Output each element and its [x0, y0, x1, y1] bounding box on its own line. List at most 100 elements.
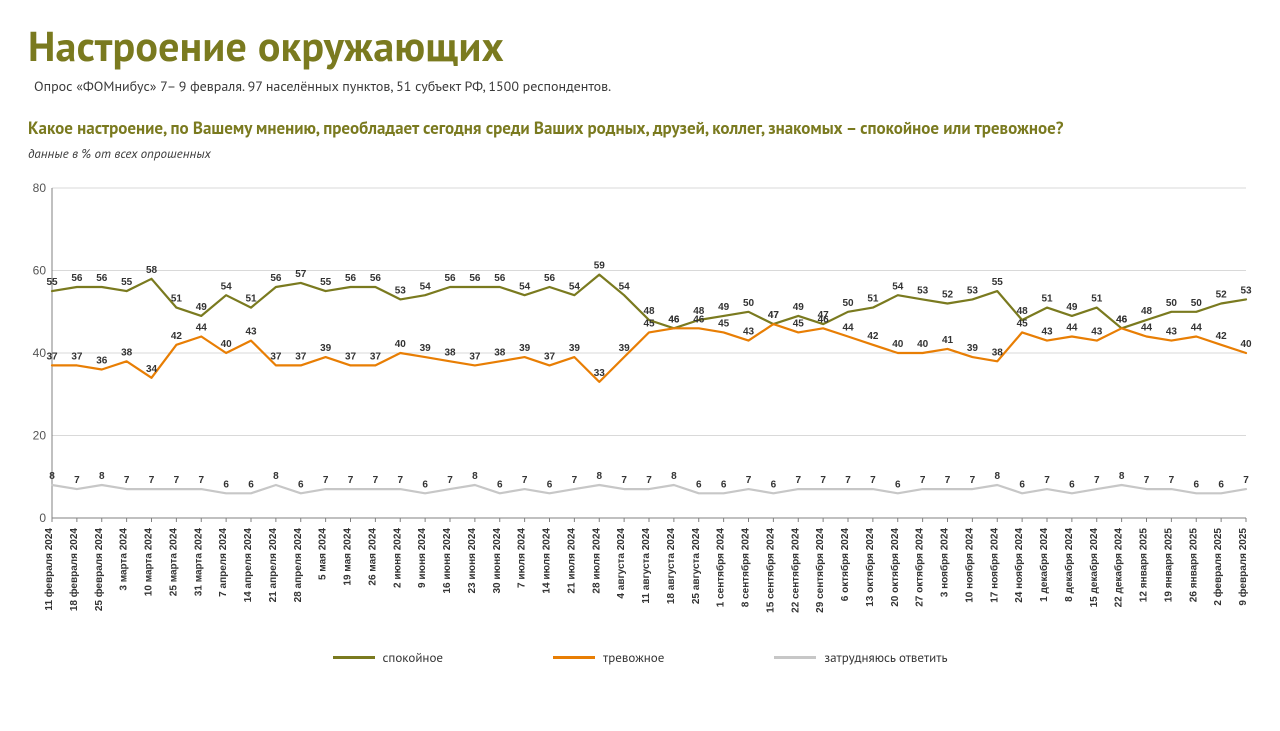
legend-item-calm: спокойное [333, 649, 444, 666]
svg-text:7: 7 [447, 475, 453, 486]
svg-text:48: 48 [643, 306, 655, 317]
svg-text:6: 6 [895, 479, 901, 490]
svg-text:7: 7 [149, 475, 155, 486]
svg-text:39: 39 [519, 343, 531, 354]
svg-text:21 апреля 2024: 21 апреля 2024 [268, 528, 279, 603]
svg-text:8: 8 [273, 471, 279, 482]
svg-text:54: 54 [569, 281, 581, 292]
svg-text:33: 33 [594, 368, 606, 379]
svg-text:53: 53 [395, 285, 407, 296]
svg-text:51: 51 [171, 294, 183, 305]
svg-text:7: 7 [124, 475, 130, 486]
svg-text:0: 0 [39, 511, 46, 525]
svg-text:57: 57 [295, 269, 307, 280]
svg-text:6 октября 2024: 6 октября 2024 [839, 528, 851, 602]
svg-text:14 июля 2024: 14 июля 2024 [542, 528, 553, 594]
svg-text:44: 44 [1066, 323, 1078, 334]
svg-text:38: 38 [121, 347, 133, 358]
svg-text:51: 51 [245, 294, 257, 305]
svg-text:28 апреля 2024: 28 апреля 2024 [293, 528, 304, 603]
svg-text:80: 80 [33, 181, 47, 195]
svg-text:46: 46 [668, 314, 680, 325]
svg-text:7: 7 [920, 475, 926, 486]
svg-text:50: 50 [1191, 298, 1203, 309]
svg-text:37: 37 [469, 351, 481, 362]
svg-text:38: 38 [444, 347, 456, 358]
data-note: данные в % от всех опрошенных [28, 145, 1252, 162]
svg-text:49: 49 [196, 302, 208, 313]
svg-text:40: 40 [1240, 339, 1252, 350]
svg-text:7: 7 [74, 475, 80, 486]
svg-text:8 сентября 2024: 8 сентября 2024 [740, 528, 752, 608]
svg-text:6: 6 [1069, 479, 1075, 490]
svg-text:7: 7 [323, 475, 329, 486]
svg-text:7 июля 2024: 7 июля 2024 [517, 528, 528, 588]
svg-text:7: 7 [1144, 475, 1150, 486]
svg-text:50: 50 [842, 298, 854, 309]
svg-text:7: 7 [572, 475, 578, 486]
svg-text:7: 7 [522, 475, 528, 486]
svg-text:46: 46 [693, 314, 705, 325]
svg-text:5 мая 2024: 5 мая 2024 [318, 528, 329, 580]
svg-text:53: 53 [1240, 285, 1252, 296]
svg-text:43: 43 [245, 327, 257, 338]
svg-text:58: 58 [146, 265, 158, 276]
svg-text:8: 8 [472, 471, 478, 482]
svg-text:46: 46 [1116, 314, 1128, 325]
svg-text:48: 48 [1141, 306, 1153, 317]
svg-text:1 сентября 2024: 1 сентября 2024 [715, 528, 727, 608]
svg-text:7: 7 [1243, 475, 1249, 486]
svg-text:31 марта 2024: 31 марта 2024 [193, 528, 204, 597]
svg-text:8: 8 [596, 471, 602, 482]
svg-text:8: 8 [994, 471, 1000, 482]
svg-text:49: 49 [1066, 302, 1078, 313]
svg-text:11 августа 2024: 11 августа 2024 [641, 528, 652, 604]
legend-swatch-calm [333, 656, 375, 659]
svg-text:54: 54 [892, 281, 904, 292]
legend-label-calm: спокойное [383, 649, 444, 666]
svg-text:56: 56 [370, 273, 382, 284]
svg-text:56: 56 [544, 273, 556, 284]
svg-text:51: 51 [867, 294, 879, 305]
svg-text:42: 42 [1216, 331, 1228, 342]
svg-text:44: 44 [1141, 323, 1153, 334]
svg-text:50: 50 [743, 298, 755, 309]
svg-text:27 октября 2024: 27 октября 2024 [914, 528, 926, 607]
svg-text:11 февраля 2024: 11 февраля 2024 [43, 528, 55, 611]
svg-text:49: 49 [793, 302, 805, 313]
svg-text:45: 45 [1017, 318, 1029, 329]
svg-text:10 марта 2024: 10 марта 2024 [144, 528, 155, 597]
svg-text:46: 46 [818, 314, 830, 325]
svg-text:45: 45 [643, 318, 655, 329]
svg-text:8: 8 [671, 471, 677, 482]
svg-text:43: 43 [1041, 327, 1053, 338]
svg-text:29 сентября 2024: 29 сентября 2024 [814, 528, 826, 613]
svg-text:7: 7 [621, 475, 627, 486]
svg-text:8 декабря 2024: 8 декабря 2024 [1063, 528, 1075, 602]
svg-text:37: 37 [46, 351, 58, 362]
svg-text:40: 40 [917, 339, 929, 350]
svg-text:1 декабря 2024: 1 декабря 2024 [1038, 528, 1050, 602]
svg-text:7: 7 [198, 475, 204, 486]
svg-text:7: 7 [1044, 475, 1050, 486]
svg-text:43: 43 [1091, 327, 1103, 338]
svg-text:40: 40 [395, 339, 407, 350]
svg-text:3 марта 2024: 3 марта 2024 [119, 528, 130, 591]
svg-text:60: 60 [33, 264, 47, 278]
svg-text:6: 6 [422, 479, 428, 490]
svg-text:40: 40 [892, 339, 904, 350]
page-title: Настроение окружающих [28, 18, 1252, 73]
svg-text:15 декабря 2024: 15 декабря 2024 [1088, 528, 1100, 608]
svg-text:10 ноября 2024: 10 ноября 2024 [963, 528, 975, 603]
svg-text:12 января 2025: 12 января 2025 [1139, 528, 1150, 603]
svg-text:55: 55 [121, 277, 133, 288]
svg-text:7 апреля 2024: 7 апреля 2024 [218, 528, 229, 597]
svg-text:6: 6 [497, 479, 503, 490]
svg-text:7: 7 [646, 475, 652, 486]
svg-text:55: 55 [320, 277, 332, 288]
svg-text:56: 56 [494, 273, 506, 284]
svg-text:37: 37 [71, 351, 83, 362]
svg-text:38: 38 [494, 347, 506, 358]
svg-text:8: 8 [49, 471, 55, 482]
svg-text:7: 7 [1094, 475, 1100, 486]
